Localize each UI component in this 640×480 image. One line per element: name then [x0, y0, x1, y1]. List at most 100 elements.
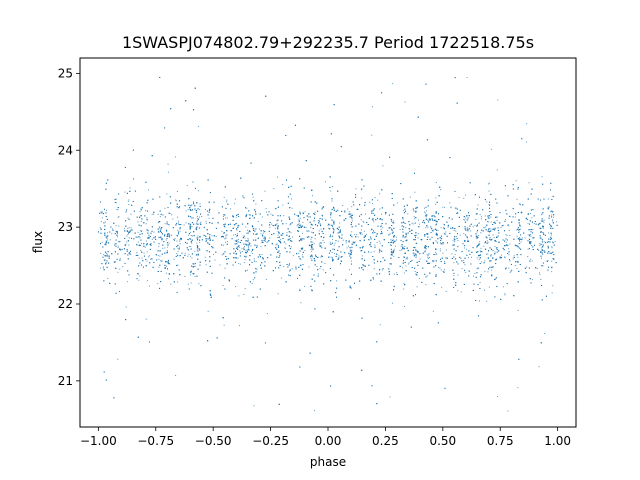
data-point: [408, 249, 410, 251]
data-point: [269, 226, 271, 228]
data-point: [492, 250, 494, 252]
data-point: [161, 260, 163, 262]
data-point: [128, 227, 130, 229]
data-point: [236, 233, 238, 235]
data-point: [389, 396, 391, 398]
data-point: [491, 269, 493, 271]
data-point: [298, 223, 300, 225]
data-point: [554, 241, 556, 242]
data-point: [226, 217, 228, 219]
data-point: [190, 245, 192, 247]
data-point: [148, 256, 150, 258]
data-point: [393, 248, 395, 250]
data-point: [299, 217, 301, 219]
data-point: [124, 191, 126, 193]
data-point: [415, 256, 417, 258]
data-point: [403, 272, 405, 274]
data-point: [435, 203, 437, 205]
data-point: [320, 245, 322, 247]
data-point: [283, 215, 285, 217]
data-point: [445, 249, 447, 251]
data-point: [435, 232, 437, 234]
data-point: [551, 267, 553, 269]
data-point: [298, 218, 300, 220]
data-point: [496, 169, 498, 171]
data-point: [187, 255, 189, 257]
data-point: [235, 286, 237, 288]
data-point: [310, 227, 312, 229]
data-point: [190, 282, 192, 284]
data-point: [311, 231, 313, 233]
data-point: [179, 246, 181, 248]
data-point: [424, 235, 426, 237]
data-point: [280, 234, 282, 236]
data-point: [189, 255, 191, 257]
data-point: [531, 217, 533, 219]
data-point: [457, 274, 459, 276]
data-point: [552, 219, 554, 221]
data-point: [336, 209, 338, 211]
data-point: [199, 216, 201, 218]
data-point: [276, 223, 278, 225]
data-point: [465, 271, 467, 273]
data-point: [478, 259, 480, 261]
data-point: [529, 229, 531, 231]
data-point: [497, 99, 499, 101]
data-point: [516, 268, 518, 270]
data-point: [552, 241, 554, 243]
data-point: [116, 208, 118, 210]
data-point: [348, 245, 349, 247]
data-point: [148, 255, 150, 257]
data-point: [139, 237, 141, 239]
data-point: [402, 218, 404, 220]
data-point: [363, 221, 365, 223]
data-point: [466, 215, 468, 217]
data-point: [274, 227, 276, 229]
data-point: [405, 258, 407, 260]
data-point: [325, 181, 327, 183]
data-point: [509, 260, 511, 262]
data-point: [225, 241, 227, 243]
data-point: [191, 242, 193, 244]
data-point: [159, 227, 161, 229]
data-point: [528, 267, 530, 269]
data-point: [351, 220, 353, 222]
data-point: [302, 232, 304, 234]
data-point: [221, 230, 223, 232]
data-point: [300, 224, 302, 226]
data-point: [122, 266, 124, 268]
data-point: [541, 213, 543, 215]
data-point: [467, 257, 469, 259]
data-point: [418, 219, 420, 221]
data-point: [544, 333, 546, 334]
data-point: [521, 237, 523, 239]
data-point: [337, 240, 339, 242]
data-point: [436, 242, 438, 244]
data-point: [381, 269, 383, 271]
data-point: [244, 288, 246, 290]
data-point: [426, 219, 428, 221]
data-point: [379, 242, 381, 244]
data-point: [230, 208, 232, 210]
data-point: [487, 253, 489, 255]
data-point: [396, 202, 398, 204]
data-point: [439, 248, 441, 250]
data-point: [117, 271, 119, 273]
data-point: [539, 273, 541, 275]
data-point: [111, 233, 113, 235]
data-point: [530, 235, 532, 237]
data-point: [246, 269, 248, 271]
data-point: [158, 231, 160, 233]
data-point: [347, 208, 349, 210]
data-point: [352, 243, 354, 245]
data-point: [518, 243, 520, 245]
data-point: [251, 282, 253, 284]
data-point: [551, 271, 553, 273]
data-point: [480, 232, 482, 234]
data-point: [252, 227, 254, 229]
data-point: [492, 234, 494, 236]
data-point: [475, 237, 477, 239]
data-point: [179, 240, 181, 242]
data-point: [513, 255, 515, 257]
data-point: [277, 176, 279, 178]
